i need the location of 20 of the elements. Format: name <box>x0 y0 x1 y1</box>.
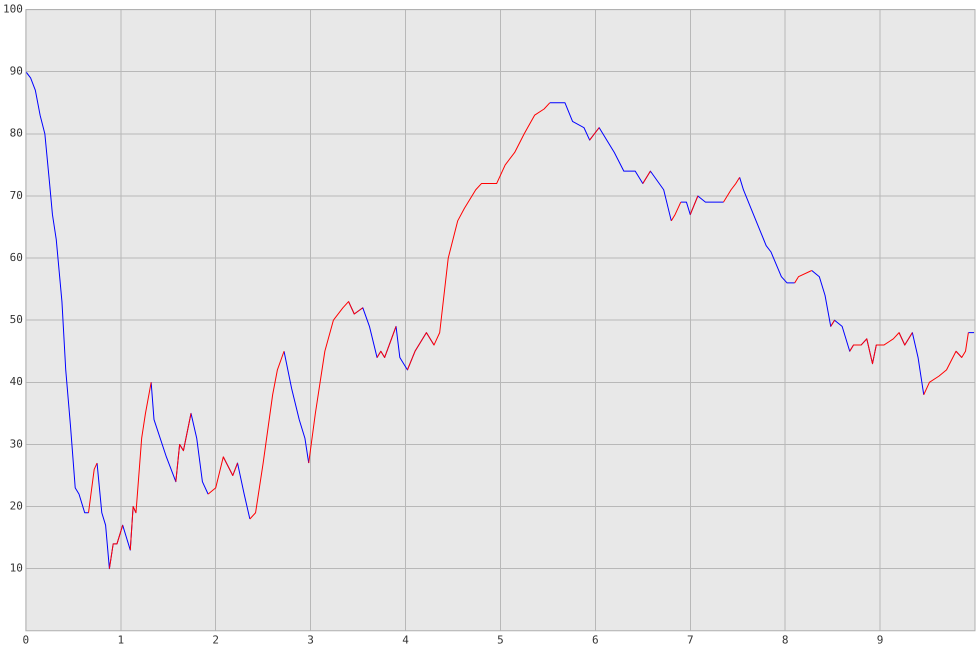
y-tick-label: 90 <box>10 64 23 78</box>
x-tick-label: 7 <box>686 633 694 646</box>
y-tick-label: 50 <box>10 313 23 326</box>
x-tick-label: 4 <box>402 633 410 646</box>
x-tick-label: 5 <box>497 633 504 646</box>
x-tick-label: 0 <box>22 633 30 646</box>
y-tick-label: 10 <box>10 562 23 575</box>
x-tick-label: 1 <box>117 633 124 646</box>
y-tick-label: 100 <box>2 2 23 16</box>
x-tick-label: 6 <box>592 633 599 646</box>
y-tick-label: 40 <box>10 375 23 388</box>
y-tick-label: 60 <box>10 250 23 264</box>
y-tick-label: 80 <box>10 126 23 140</box>
y-tick-label: 70 <box>10 188 23 202</box>
y-tick-label: 30 <box>10 437 23 450</box>
x-tick-label: 9 <box>876 633 884 646</box>
x-tick-label: 8 <box>782 633 788 646</box>
x-tick-label: 3 <box>307 633 314 646</box>
x-tick-label: 2 <box>212 633 220 646</box>
y-tick-label: 20 <box>10 499 23 512</box>
